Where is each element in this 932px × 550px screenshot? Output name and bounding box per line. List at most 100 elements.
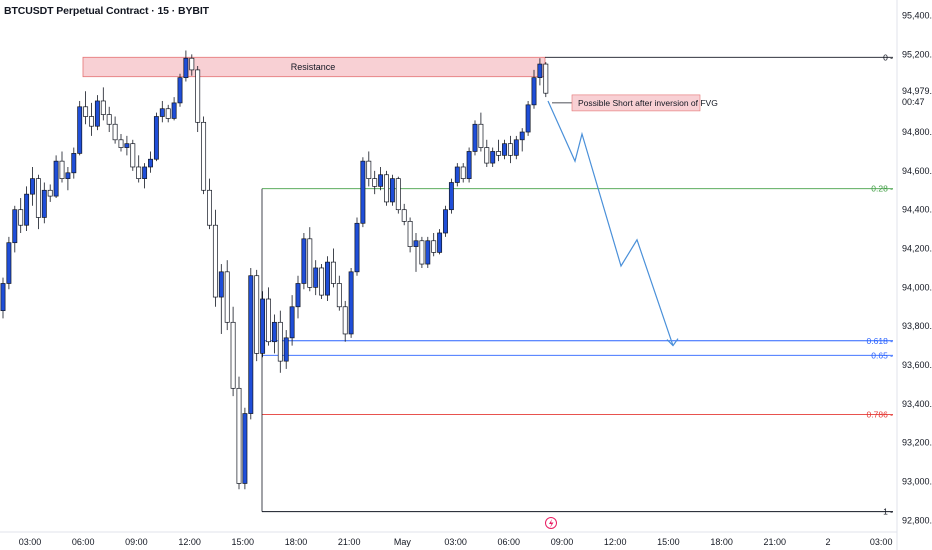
candle-body (183, 57, 189, 79)
candle-body (41, 189, 47, 218)
candle-body (431, 240, 437, 253)
candle-body (118, 139, 124, 148)
candle-body (260, 298, 266, 354)
candle-body (65, 172, 71, 179)
candle-body (136, 166, 142, 179)
candle-body (490, 151, 496, 164)
candle-body (106, 114, 112, 125)
candle-body (242, 413, 248, 484)
x-tick-label: 18:00 (710, 537, 733, 547)
candle-body (354, 222, 360, 273)
y-tick-label: 94,400.0 (902, 205, 932, 215)
x-tick-label: 06:00 (498, 537, 521, 547)
x-tick-label: 18:00 (285, 537, 308, 547)
x-tick-label: 15:00 (657, 537, 680, 547)
candle-body (77, 106, 83, 154)
candle-body (12, 209, 18, 244)
candle-body (502, 143, 507, 156)
x-tick-label: 06:00 (72, 537, 95, 547)
candle-body (389, 178, 395, 203)
x-tick-label: 03:00 (444, 537, 467, 547)
y-tick-label: 93,200.0 (902, 438, 932, 448)
candle-body (271, 321, 277, 343)
candle-body (319, 267, 325, 296)
candle-body (472, 123, 478, 152)
candle-body (83, 106, 89, 117)
x-tick-label: 09:00 (125, 537, 148, 547)
candle-body (201, 121, 207, 191)
candle-body (325, 261, 330, 296)
candle-body (142, 166, 148, 179)
candle-body (165, 108, 171, 119)
y-tick-label: 93,400.0 (902, 399, 932, 409)
projection-path (547, 100, 674, 346)
candle-body (401, 209, 407, 222)
y-tick-label: 92,800.0 (902, 515, 932, 525)
candle-body (407, 220, 413, 247)
y-tick-label: 94,000.0 (902, 282, 932, 292)
candle-body (224, 271, 230, 323)
candle-body (171, 102, 177, 119)
candle-body (124, 143, 130, 148)
candle-body (384, 174, 389, 203)
candle-body (443, 209, 448, 234)
fib-label-1: 1 - (883, 507, 893, 517)
fib-label-0-65: 0.65 - (871, 350, 893, 360)
candle-body (413, 240, 419, 247)
y-tick-label: 93,000.0 (902, 477, 932, 487)
candle-body (419, 240, 425, 265)
candle-body (478, 123, 484, 148)
countdown-label: 00:47 (902, 97, 925, 107)
candle-body (207, 189, 212, 226)
candle-body (94, 100, 100, 127)
y-tick-label: 95,400.0 (902, 11, 932, 21)
lightning-icon (545, 517, 557, 529)
fib-label-0-786: 0.786 - (867, 410, 894, 420)
candle-body (177, 77, 183, 104)
candle-body (53, 160, 59, 197)
candle-body (295, 283, 301, 308)
fib-label-0-28: 0.28 - (871, 184, 893, 194)
projection-arrowhead (666, 338, 679, 347)
candle-body (24, 193, 30, 226)
candle-body (195, 69, 201, 123)
y-tick-label: 95,200.0 (902, 49, 932, 59)
candle-body (254, 275, 260, 354)
candle-body (460, 166, 466, 179)
candle-body (248, 275, 254, 414)
candle-body (218, 271, 224, 298)
candle-body (366, 160, 372, 179)
candle-body (6, 242, 12, 284)
candle-body (283, 337, 289, 362)
x-tick-label: 21:00 (764, 537, 787, 547)
candle-body (159, 108, 165, 117)
x-tick-label: 09:00 (551, 537, 574, 547)
annotation-text: Possible Short after inversion of FVG (578, 98, 718, 108)
candle-body (148, 158, 153, 168)
candle-body (348, 271, 354, 335)
candle-body (448, 182, 454, 211)
candle-body (59, 160, 65, 179)
candle-body (519, 131, 525, 141)
candle-body (313, 267, 319, 288)
x-tick-label: 12:00 (178, 537, 201, 547)
x-tick-label: May (394, 537, 412, 547)
candle-body (342, 306, 348, 335)
x-tick-label: 03:00 (870, 537, 893, 547)
candle-body (212, 224, 218, 298)
candle-body (301, 238, 307, 284)
candle-body (454, 166, 460, 183)
candle-body (360, 160, 366, 224)
candle-body (130, 143, 136, 168)
x-tick-label: 12:00 (604, 537, 627, 547)
candle-body (153, 116, 159, 160)
candle-body (330, 261, 336, 284)
x-tick-label: 21:00 (338, 537, 361, 547)
x-tick-label: 15:00 (232, 537, 255, 547)
symbol-title: BTCUSDT Perpetual Contract · 15 · BYBIT (4, 5, 209, 17)
candle-body (307, 238, 313, 288)
fib-label-0: 0 - (883, 52, 893, 62)
candle-body (537, 63, 543, 79)
candle-body (336, 283, 342, 308)
